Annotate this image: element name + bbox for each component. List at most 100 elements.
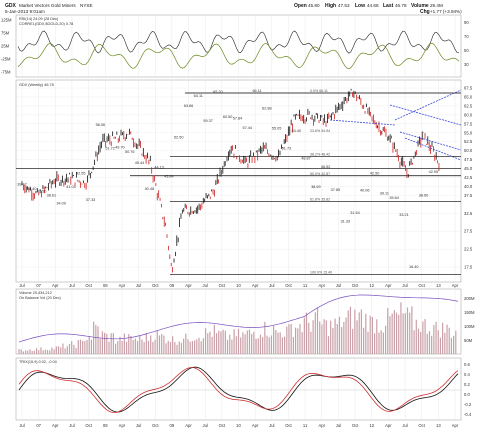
x-tick-label-bottom: Apr: [252, 423, 259, 428]
price-annotation: 56.06: [96, 123, 106, 127]
open-value: 45.80: [308, 3, 320, 8]
price-y-tick: 22.5: [464, 247, 473, 252]
volume-value: 29.4M: [430, 3, 443, 8]
chg-value: +1.77 (+3.94%): [430, 9, 462, 14]
price-y-tick: 57.5: [464, 121, 473, 126]
x-tick-label: Jul: [336, 283, 341, 288]
fib-label: 50.0% 42.87: [310, 172, 330, 176]
volume-legend: Volume 29,434,212: [19, 291, 52, 295]
price-annotation: 16.40: [409, 265, 419, 269]
chart-marks: Jul Jul 07 07 Apr Apr Jul Jul Oct Oct 08 08 Apr Apr Ju…: [1, 18, 475, 429]
correl-legend: CORREL(GDX,$GOLD,20) 0.78: [19, 22, 73, 26]
price-y-tick: 37.5: [464, 193, 473, 198]
x-tick-label: Jul: [136, 283, 141, 288]
price-annotation: 31.54: [350, 211, 360, 215]
fib-label: 61.8% 35.82: [310, 197, 330, 201]
price-annotation: 38.69: [311, 185, 321, 189]
price-y-tick: 42.5: [464, 175, 473, 180]
x-tick-label-bottom: Apr: [119, 423, 126, 428]
channel-line: [404, 137, 462, 161]
fib-label: 100.0% 15.40: [310, 271, 332, 275]
low-value: 44.68: [367, 3, 379, 8]
symbol-name: Market Vectors Gold Miners: [19, 3, 76, 8]
x-tick-label: Oct: [418, 283, 425, 288]
x-tick-label: Apr: [185, 283, 192, 288]
exchange-label: NYSE: [80, 3, 93, 8]
x-tick-label-bottom: Oct: [152, 423, 159, 428]
price-annotation: 65.20: [213, 90, 223, 94]
obv-legend: On Balance Vol (20 Dec): [19, 296, 62, 300]
price-annotation: 42.50: [370, 172, 380, 176]
x-tick-label: Apr: [452, 283, 459, 288]
quote-bar: Open 45.80 High 47.53 Low 44.68 Last 46.…: [294, 3, 462, 15]
x-tick-label: 10: [236, 283, 241, 288]
price-annotation: 50.76: [125, 150, 135, 154]
x-tick-label-bottom: Jul: [269, 423, 274, 428]
x-tick-label-bottom: Apr: [319, 423, 326, 428]
price-legend: GDX (Weekly) 46.78: [19, 83, 54, 87]
x-tick-label-bottom: Apr: [385, 423, 392, 428]
x-tick-label: 09: [170, 283, 175, 288]
price-annotation: 39.11: [380, 192, 389, 196]
x-tick-label: Apr: [52, 283, 59, 288]
x-tick-label-bottom: Oct: [352, 423, 359, 428]
price-y-tick: 45.0: [464, 166, 473, 171]
x-tick-label: Oct: [85, 283, 92, 288]
price-y-tick: 50.0: [464, 148, 473, 153]
x-tick-label-bottom: 08: [103, 423, 108, 428]
x-tick-label: Apr: [252, 283, 259, 288]
symbol-label: GDX: [5, 3, 17, 9]
x-tick-label-bottom: 09: [170, 423, 175, 428]
x-tick-label: Jul: [402, 283, 407, 288]
x-tick-label: Jul: [19, 283, 24, 288]
last-label: Last: [383, 3, 394, 9]
price-annotation: 57.84: [233, 117, 243, 121]
price-annotation: 37.85: [331, 188, 341, 192]
price-annotation: 41.04: [66, 185, 76, 189]
x-tick-label-bottom: 13: [436, 423, 441, 428]
price-annotation: 46.52: [321, 165, 331, 169]
grid-lines: [16, 15, 461, 420]
trix-signal-line: [18, 367, 459, 414]
rsi-legend: RSI(14) 24.09 (28 Dec): [19, 17, 59, 21]
rsi-left-tick: 75M: [1, 31, 10, 36]
price-annotation: 64.11: [194, 94, 203, 98]
price-annotation: 35.64: [389, 196, 399, 200]
rsi-right-tick: 90: [464, 20, 469, 25]
volume-label: Volume: [411, 3, 429, 9]
price-y-tick: 62.5: [464, 103, 473, 108]
x-tick-label-bottom: 07: [36, 423, 41, 428]
x-tick-label-bottom: Oct: [285, 423, 292, 428]
last-value: 46.78: [395, 3, 407, 8]
x-tick-label: Oct: [219, 283, 226, 288]
price-annotation: 43.84: [164, 175, 174, 179]
high-label: High: [325, 3, 336, 9]
price-annotation: 49.70: [115, 146, 125, 150]
price-annotation: 38.61: [47, 193, 57, 197]
x-tick-label-bottom: Oct: [85, 423, 92, 428]
price-annotation: 34.09: [56, 202, 66, 206]
volume-right-tick: 200M: [464, 296, 475, 301]
volume-right-tick: 50M: [464, 338, 473, 343]
price-y-tick: 52.5: [464, 139, 473, 144]
price-annotation: 55.05: [272, 127, 282, 131]
price-annotation: 33.21: [399, 213, 409, 217]
rsi-right-tick: 50: [464, 48, 469, 53]
rsi-right-tick: 30: [464, 62, 469, 67]
x-tick-label: 13: [436, 283, 441, 288]
price-annotation: 51.72: [105, 147, 115, 151]
price-y-tick: 40.0: [464, 184, 473, 189]
price-annotation: 40.48: [145, 187, 155, 191]
price-y-tick: 60.0: [464, 112, 473, 117]
price-annotation: 39.42: [17, 183, 27, 187]
x-tick-label-bottom: Oct: [219, 423, 226, 428]
price-annotation: 38.60: [419, 193, 429, 197]
rsi-left-tick: -25M: [1, 57, 11, 62]
fib-label: 0.0% 66.11: [310, 89, 328, 93]
price-y-tick: 32.5: [464, 211, 473, 216]
x-tick-label-bottom: Apr: [452, 423, 459, 428]
x-tick-label: Apr: [119, 283, 126, 288]
channel-line: [389, 104, 462, 126]
price-annotation: 42.55: [76, 171, 86, 175]
